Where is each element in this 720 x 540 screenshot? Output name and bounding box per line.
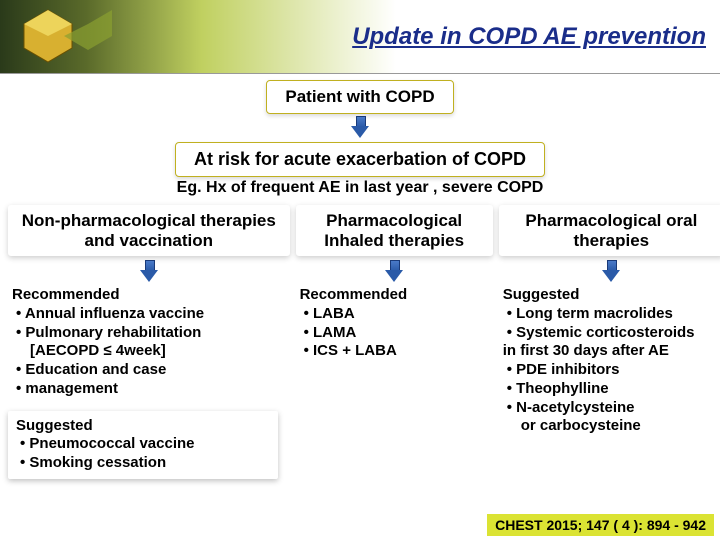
col-head-oral: Pharmacological oral therapies <box>499 205 720 256</box>
list-item: N-acetylcysteine <box>507 399 720 418</box>
box-risk: At risk for acute exacerbation of COPD <box>175 142 545 177</box>
nonpharm-recommended: Recommended Annual influenza vaccine Pul… <box>8 284 290 401</box>
arrow-down-icon <box>140 260 158 282</box>
list-item: [AECOPD ≤ 4week] <box>12 342 288 361</box>
recommended-label: Recommended <box>12 286 288 305</box>
flow-risk-row: At risk for acute exacerbation of COPD <box>8 140 712 177</box>
inhaled-recommended: Recommended LABA LAMA ICS + LABA <box>296 284 493 363</box>
list-item: Systemic corticosteroids <box>507 324 720 343</box>
list-item: ICS + LABA <box>304 342 491 361</box>
suggested-label: Suggested <box>503 286 720 305</box>
list-item: Annual influenza vaccine <box>16 305 288 324</box>
arrow-down-icon <box>351 116 369 138</box>
recommended-label: Recommended <box>300 286 491 305</box>
list-item: LAMA <box>304 324 491 343</box>
content: Patient with COPD At risk for acute exac… <box>0 74 720 479</box>
header: Update in COPD AE prevention <box>0 0 720 74</box>
nonpharm-suggested: Suggested Pneumococcal vaccine Smoking c… <box>8 411 278 479</box>
col-head-nonpharm: Non-pharmacological therapies and vaccin… <box>8 205 290 256</box>
flow-start-row: Patient with COPD <box>8 80 712 114</box>
arrow-down-icon <box>602 260 620 282</box>
inline-note: in first 30 days after AE <box>503 342 720 361</box>
header-logo-icon <box>18 6 128 66</box>
col-head-inhaled: Pharmacological Inhaled therapies <box>296 205 493 256</box>
suggested-label: Suggested <box>16 417 270 436</box>
list-item: Education and case <box>16 361 288 380</box>
list-item: Pneumococcal vaccine <box>20 435 270 454</box>
list-item: LABA <box>304 305 491 324</box>
col-nonpharm: Non-pharmacological therapies and vaccin… <box>8 205 290 479</box>
arrow-down-icon <box>385 260 403 282</box>
list-item: Theophylline <box>507 380 720 399</box>
col-inhaled: Pharmacological Inhaled therapies Recomm… <box>296 205 493 479</box>
risk-subnote: Eg. Hx of frequent AE in last year , sev… <box>8 179 712 197</box>
citation-badge: CHEST 2015; 147 ( 4 ): 894 - 942 <box>487 514 714 536</box>
col-oral: Pharmacological oral therapies Suggested… <box>499 205 720 479</box>
list-item: PDE inhibitors <box>507 361 720 380</box>
list-item: or carbocysteine <box>503 417 720 436</box>
oral-suggested: Suggested Long term macrolides Systemic … <box>499 284 720 438</box>
list-item: management <box>16 380 288 399</box>
list-item: Pulmonary rehabilitation <box>16 324 288 343</box>
list-item: Smoking cessation <box>20 454 270 473</box>
arrow-1 <box>8 116 712 138</box>
list-item: Long term macrolides <box>507 305 720 324</box>
page-title: Update in COPD AE prevention <box>352 23 706 51</box>
box-patient: Patient with COPD <box>266 80 453 114</box>
columns-grid: Non-pharmacological therapies and vaccin… <box>8 205 712 479</box>
